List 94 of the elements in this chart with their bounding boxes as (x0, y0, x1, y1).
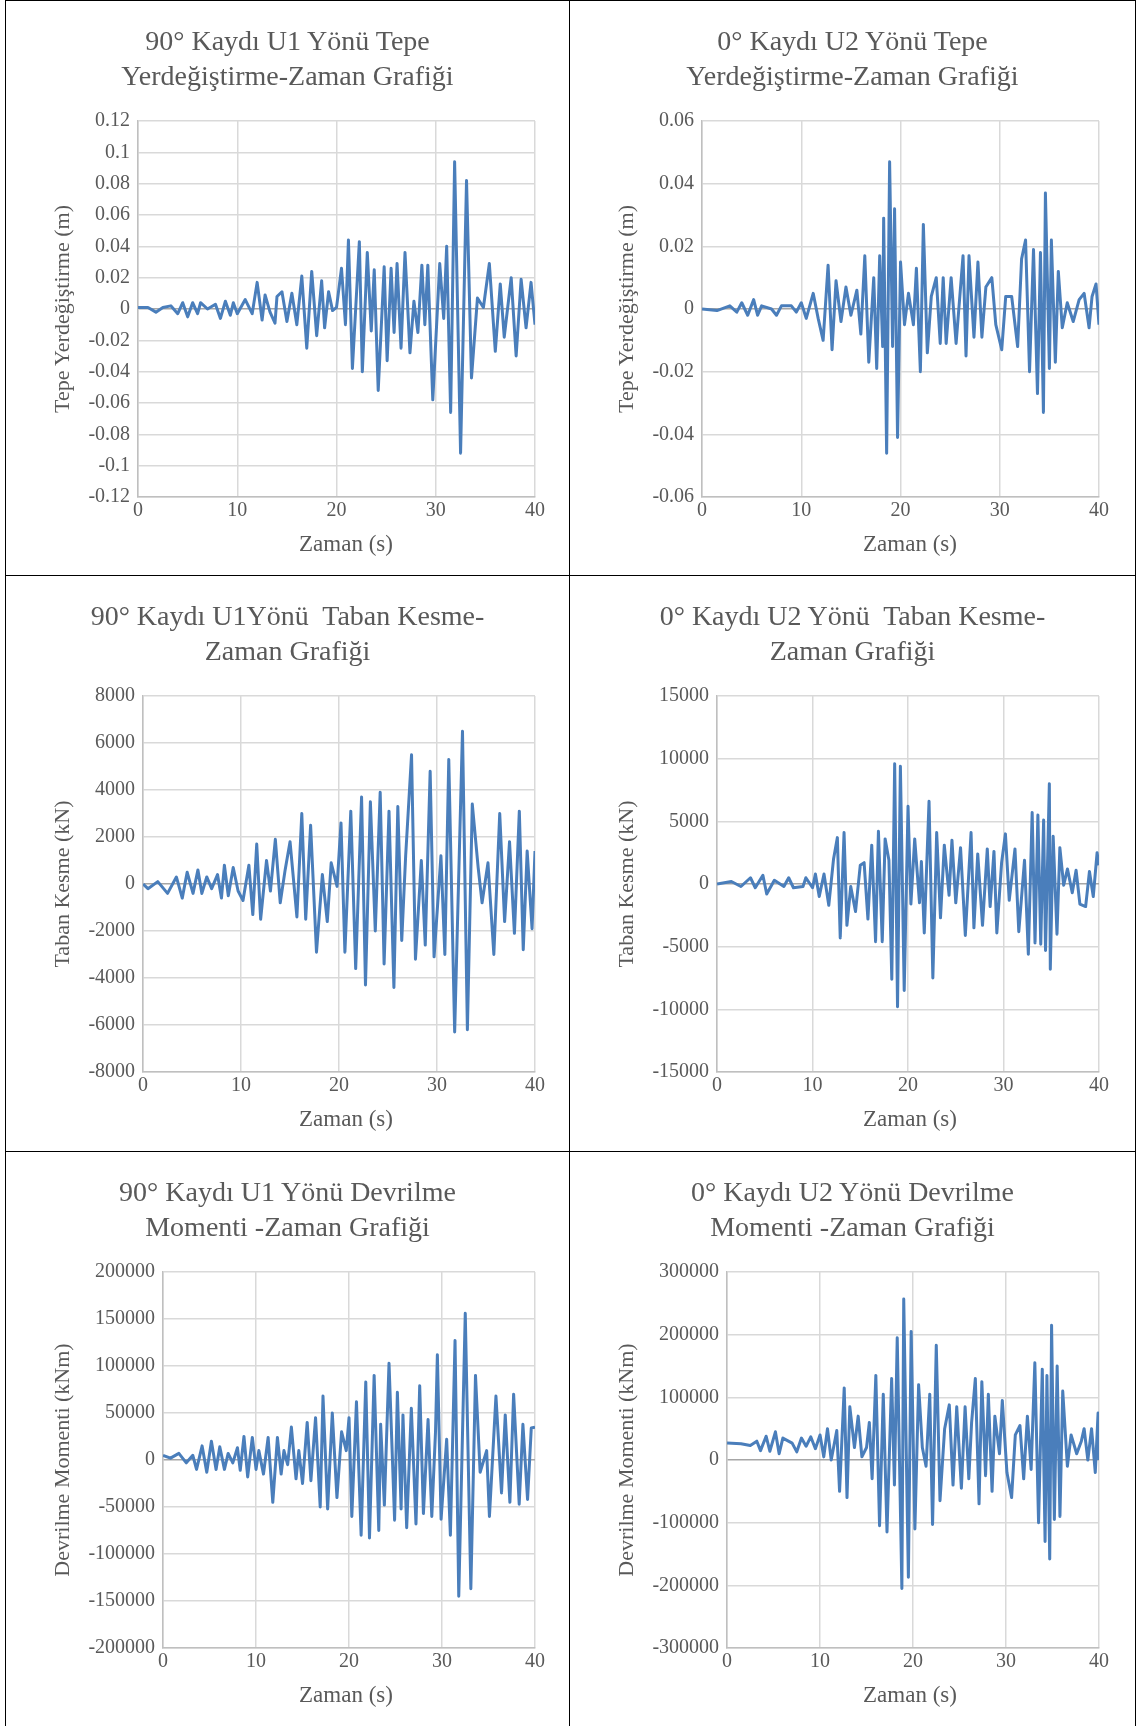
y-axis-title: Taban Kesme (kN) (612, 800, 638, 968)
x-tick-label: 40 (525, 1073, 545, 1096)
y-tick-label: 0 (125, 871, 136, 894)
y-tick-label: 0.02 (659, 233, 695, 256)
x-tick-label: 40 (1089, 498, 1109, 521)
y-axis-title: Taban Kesme (kN) (48, 800, 74, 968)
chart-title: 0° Kaydı U2 Yönü Tepe Yerdeğiştirme-Zaman Grafiği (685, 24, 1020, 93)
y-tick-label: 0 (699, 871, 710, 894)
y-axis-title: Tepe Yerdeğiştirme (m) (612, 204, 638, 414)
y-tick-label: -50000 (98, 1494, 156, 1517)
y-tick-label: 5000 (669, 808, 710, 831)
x-tick-label: 30 (425, 498, 446, 521)
x-tick-label: 20 (903, 1649, 924, 1672)
x-tick-label: 40 (525, 1649, 545, 1672)
x-axis-title: Zaman (s) (862, 1106, 958, 1132)
y-tick-label: 0.02 (95, 264, 131, 287)
y-tick-label: -0.04 (88, 358, 131, 381)
y-tick-label: -10000 (652, 996, 710, 1019)
y-tick-label: 300000 (659, 1259, 720, 1282)
x-tick-label: 30 (432, 1649, 453, 1672)
y-tick-label: 0.1 (105, 139, 131, 162)
y-tick-label: -200000 (88, 1635, 156, 1658)
y-tick-label: -0.02 (88, 327, 131, 350)
x-tick-label: 30 (993, 1073, 1014, 1096)
x-axis-title: Zaman (s) (298, 531, 394, 557)
y-tick-label: 0 (684, 296, 695, 319)
y-tick-label: -0.02 (652, 358, 695, 381)
x-tick-label: 10 (810, 1649, 831, 1672)
chart-title: 90° Kaydı U1 Yönü Devrilme Momenti -Zaman Grafiği (118, 1175, 457, 1244)
y-tick-label: 8000 (95, 683, 136, 706)
y-tick-label: 0.04 (659, 170, 695, 193)
x-tick-label: 10 (802, 1073, 823, 1096)
y-tick-label: 10000 (659, 745, 710, 768)
x-tick-label: 30 (427, 1073, 448, 1096)
y-tick-label: 2000 (95, 824, 136, 847)
y-tick-label: 0 (145, 1447, 156, 1470)
chart-title: 0° Kaydı U2 Yönü Devrilme Momenti -Zaman Grafiği (690, 1175, 1015, 1244)
y-axis-title: Devrilme Momenti (kNm) (612, 1343, 638, 1577)
x-tick-label: 20 (339, 1649, 360, 1672)
x-tick-label: 40 (1089, 1073, 1109, 1096)
y-tick-label: -0.12 (88, 484, 131, 507)
chart-title: 90° Kaydı U1Yönü Taban Kesme-Zaman Grafiği (89, 599, 486, 668)
y-tick-label: 150000 (95, 1306, 156, 1329)
y-tick-label: -4000 (88, 965, 136, 988)
y-tick-label: 0.08 (95, 170, 131, 193)
y-tick-label: -200000 (652, 1572, 720, 1595)
y-tick-label: -0.06 (652, 484, 695, 507)
y-tick-label: 50000 (105, 1400, 156, 1423)
y-tick-label: -8000 (88, 1059, 136, 1082)
y-tick-label: -150000 (88, 1588, 156, 1611)
y-axis-title: Tepe Yerdeğiştirme (m) (48, 204, 74, 414)
y-tick-label: 0.06 (95, 202, 131, 225)
x-axis-title: Zaman (s) (862, 1682, 958, 1708)
x-tick-label: 30 (996, 1649, 1017, 1672)
y-tick-label: 15000 (659, 683, 710, 706)
x-tick-label: 30 (989, 498, 1010, 521)
y-tick-label: -15000 (652, 1059, 710, 1082)
y-tick-label: -2000 (88, 918, 136, 941)
x-tick-label: 10 (227, 498, 248, 521)
y-tick-label: 100000 (95, 1353, 156, 1376)
y-tick-label: 200000 (95, 1259, 156, 1282)
x-tick-label: 20 (898, 1073, 919, 1096)
x-tick-label: 40 (525, 498, 545, 521)
x-axis-title: Zaman (s) (862, 531, 958, 557)
y-axis-title: Devrilme Momenti (kNm) (48, 1343, 74, 1577)
x-tick-label: 20 (326, 498, 347, 521)
chart-title: 90° Kaydı U1 Yönü Tepe Yerdeğiştirme-Zaman Grafiği (120, 24, 455, 93)
y-tick-label: 0.04 (95, 233, 131, 256)
y-tick-label: 0 (709, 1447, 720, 1470)
y-tick-label: -5000 (662, 933, 710, 956)
y-tick-label: -0.1 (98, 452, 131, 475)
chart-title: 0° Kaydı U2 Yönü Taban Kesme-Zaman Grafiği (658, 599, 1047, 668)
x-tick-label: 10 (231, 1073, 252, 1096)
y-tick-label: 0 (120, 296, 131, 319)
y-tick-label: -300000 (652, 1635, 720, 1658)
y-tick-label: 0.12 (95, 108, 131, 131)
x-axis-title: Zaman (s) (298, 1682, 394, 1708)
y-tick-label: -0.06 (88, 390, 131, 413)
y-tick-label: 6000 (95, 730, 136, 753)
y-tick-label: -0.08 (88, 421, 131, 444)
y-tick-label: -6000 (88, 1012, 136, 1035)
y-tick-label: 200000 (659, 1321, 720, 1344)
x-tick-label: 10 (246, 1649, 267, 1672)
y-tick-label: 100000 (659, 1384, 720, 1407)
y-tick-label: -100000 (652, 1509, 720, 1532)
x-tick-label: 40 (1089, 1649, 1109, 1672)
x-tick-label: 10 (791, 498, 812, 521)
x-tick-label: 20 (329, 1073, 350, 1096)
y-tick-label: -100000 (88, 1541, 156, 1564)
y-tick-label: 4000 (95, 777, 136, 800)
y-tick-label: 0.06 (659, 108, 695, 131)
y-tick-label: -0.04 (652, 421, 695, 444)
x-axis-title: Zaman (s) (298, 1106, 394, 1132)
x-tick-label: 20 (890, 498, 911, 521)
